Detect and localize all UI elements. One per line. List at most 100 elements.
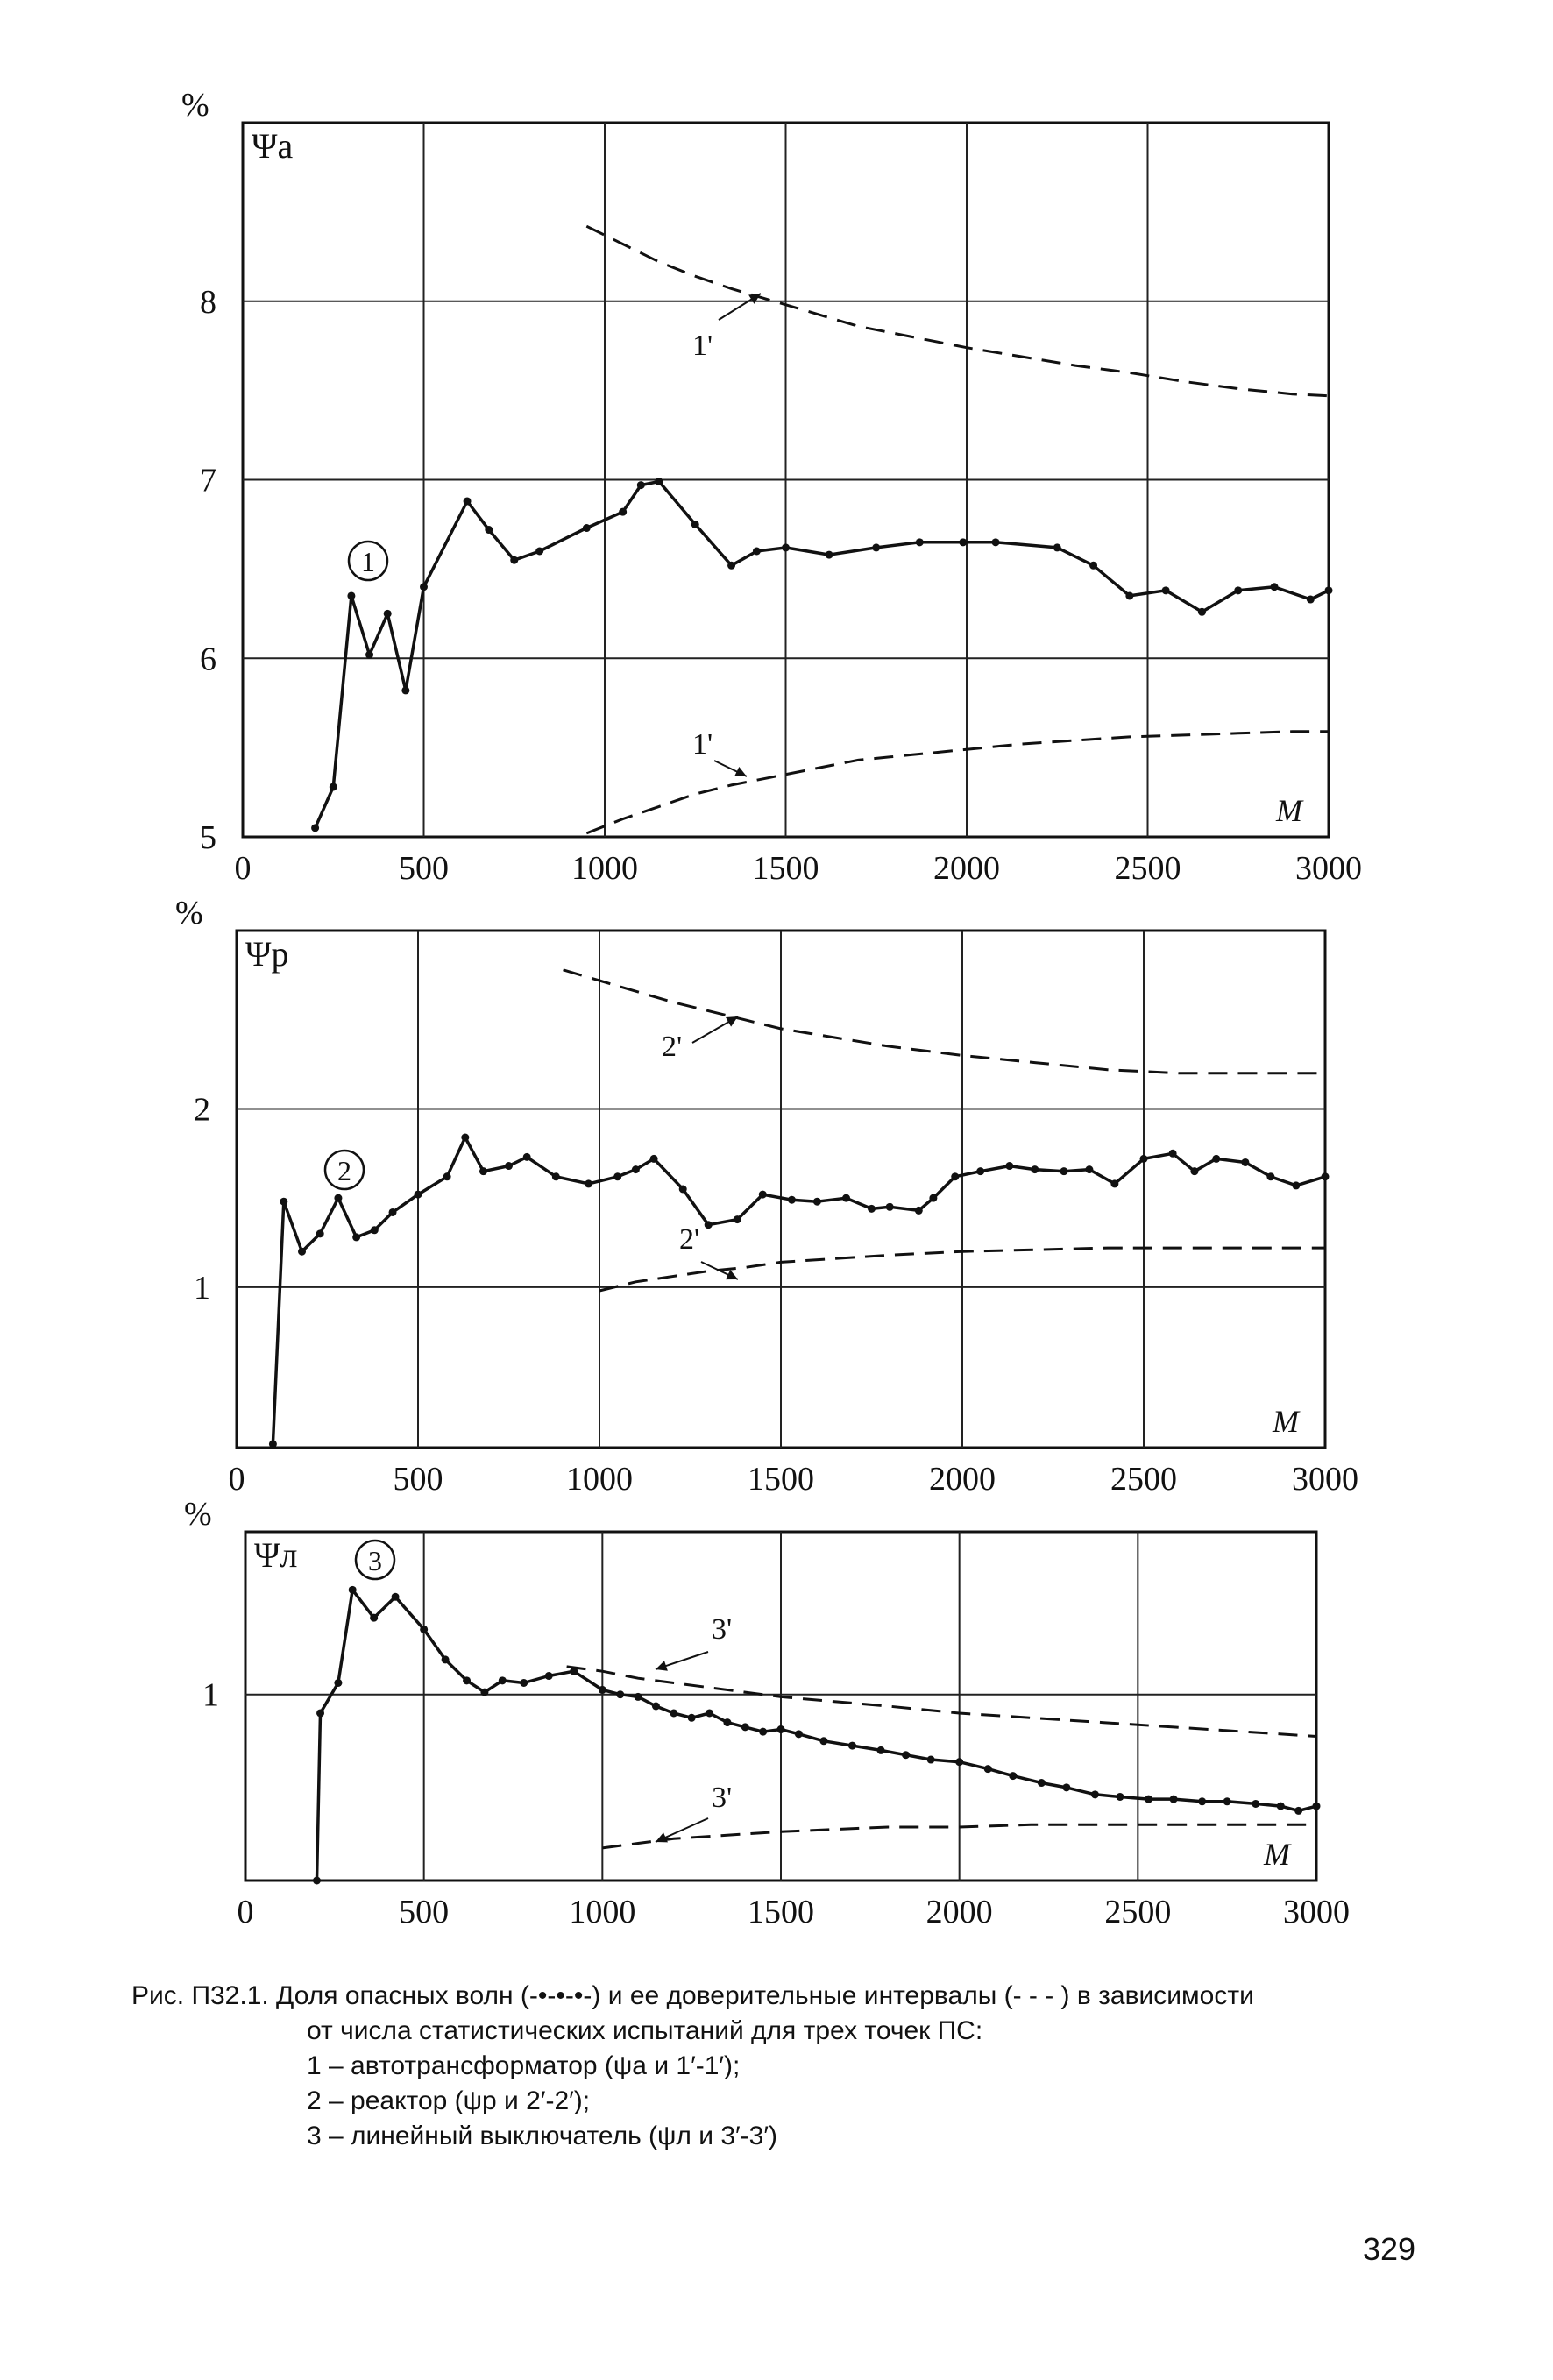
x-tick-label: 500 bbox=[394, 1461, 443, 1498]
series-marker-ring bbox=[347, 540, 389, 582]
data-point bbox=[1292, 1181, 1301, 1190]
data-point bbox=[1312, 1802, 1321, 1810]
data-point bbox=[1276, 1802, 1285, 1810]
data-point bbox=[691, 520, 699, 528]
page-number: 329 bbox=[1363, 2231, 1416, 2267]
data-point bbox=[1062, 1783, 1071, 1792]
data-point bbox=[759, 1727, 768, 1736]
data-point bbox=[1139, 1154, 1148, 1163]
x-tick-label: 2000 bbox=[929, 1461, 996, 1498]
data-point bbox=[1252, 1799, 1260, 1808]
x-tick-label: 0 bbox=[229, 1461, 245, 1498]
data-point bbox=[480, 1688, 489, 1696]
data-point bbox=[678, 1185, 687, 1194]
data-point bbox=[1306, 595, 1315, 604]
data-point bbox=[733, 1215, 741, 1224]
confidence-label: 1' bbox=[692, 728, 713, 761]
series-marker-label: 2 bbox=[337, 1155, 351, 1186]
data-point bbox=[955, 1758, 964, 1767]
x-tick-label: 0 bbox=[235, 850, 252, 887]
data-point bbox=[312, 1876, 321, 1885]
data-point bbox=[1169, 1795, 1178, 1803]
series-line-1-2 bbox=[585, 224, 1330, 398]
annotation-arrowhead bbox=[656, 1832, 668, 1843]
data-point bbox=[441, 1655, 450, 1664]
data-point bbox=[570, 1667, 578, 1675]
data-point bbox=[1198, 1797, 1207, 1806]
annotation-arrowhead bbox=[748, 294, 761, 304]
data-point bbox=[825, 550, 833, 559]
data-point bbox=[1223, 1797, 1231, 1806]
data-point bbox=[1116, 1792, 1124, 1801]
series-line-3-1 bbox=[315, 1588, 1317, 1881]
data-point bbox=[485, 526, 493, 535]
data-point bbox=[520, 1678, 528, 1687]
data-point bbox=[976, 1167, 985, 1176]
data-point bbox=[782, 543, 790, 552]
data-point bbox=[479, 1167, 488, 1176]
data-point bbox=[926, 1755, 935, 1764]
data-point bbox=[727, 561, 736, 570]
series-line-3-2 bbox=[566, 1665, 1317, 1738]
data-point bbox=[461, 1133, 470, 1142]
data-point bbox=[1053, 543, 1061, 552]
x-tick-label: 0 bbox=[238, 1894, 254, 1930]
data-point bbox=[670, 1709, 678, 1718]
data-point bbox=[334, 1678, 343, 1687]
data-point bbox=[463, 497, 472, 506]
x-tick-label: 500 bbox=[399, 850, 449, 887]
x-tick-label: 1000 bbox=[571, 850, 638, 887]
data-point bbox=[885, 1202, 894, 1211]
x-tick-label: 1500 bbox=[748, 1461, 814, 1498]
data-point bbox=[1321, 1172, 1330, 1181]
data-point bbox=[498, 1676, 507, 1685]
data-point bbox=[535, 547, 544, 556]
data-point bbox=[902, 1751, 911, 1760]
x-tick-label: 500 bbox=[399, 1894, 449, 1930]
data-point bbox=[1060, 1167, 1068, 1176]
data-point bbox=[812, 1197, 821, 1206]
series-marker-ring bbox=[323, 1149, 365, 1191]
data-point bbox=[631, 1165, 640, 1174]
confidence-label: 1' bbox=[692, 329, 713, 362]
data-point bbox=[1125, 591, 1134, 600]
x-axis-label: M bbox=[1275, 793, 1304, 828]
data-point bbox=[316, 1229, 324, 1238]
data-point bbox=[758, 1190, 767, 1199]
data-point bbox=[544, 1672, 553, 1681]
data-point bbox=[510, 556, 519, 564]
data-point bbox=[505, 1162, 513, 1171]
data-point bbox=[1241, 1158, 1250, 1166]
x-tick-label: 2000 bbox=[933, 850, 1000, 887]
y-axis-label: Ψa bbox=[252, 126, 294, 166]
data-point bbox=[741, 1723, 749, 1732]
x-tick-label: 1500 bbox=[748, 1894, 814, 1930]
data-point bbox=[365, 650, 374, 659]
y-unit-label: % bbox=[184, 1496, 212, 1533]
data-point bbox=[842, 1194, 851, 1202]
x-tick-label: 3000 bbox=[1292, 1461, 1358, 1498]
data-point bbox=[651, 1702, 660, 1711]
data-point bbox=[636, 481, 645, 490]
data-point bbox=[1190, 1167, 1199, 1176]
data-point bbox=[1168, 1149, 1177, 1158]
y-tick-label: 8 bbox=[200, 284, 216, 321]
data-point bbox=[634, 1692, 642, 1701]
data-point bbox=[598, 1685, 606, 1694]
confidence-label: 3' bbox=[712, 1781, 732, 1814]
data-point bbox=[723, 1718, 732, 1727]
data-point bbox=[329, 783, 337, 791]
data-point bbox=[1085, 1165, 1094, 1174]
data-point bbox=[868, 1204, 876, 1213]
caption-line-4: 2 – реактор (ψр и 2′-2′); bbox=[307, 2086, 591, 2115]
x-tick-label: 2000 bbox=[926, 1894, 993, 1930]
y-tick-label: 6 bbox=[200, 641, 216, 677]
data-point bbox=[1037, 1779, 1046, 1788]
data-point bbox=[463, 1676, 472, 1685]
x-tick-label: 2500 bbox=[1104, 1894, 1171, 1930]
data-point bbox=[334, 1194, 343, 1202]
y-unit-label: % bbox=[175, 895, 203, 931]
x-axis-label: M bbox=[1272, 1404, 1301, 1439]
annotation-arrowhead bbox=[726, 1270, 738, 1280]
